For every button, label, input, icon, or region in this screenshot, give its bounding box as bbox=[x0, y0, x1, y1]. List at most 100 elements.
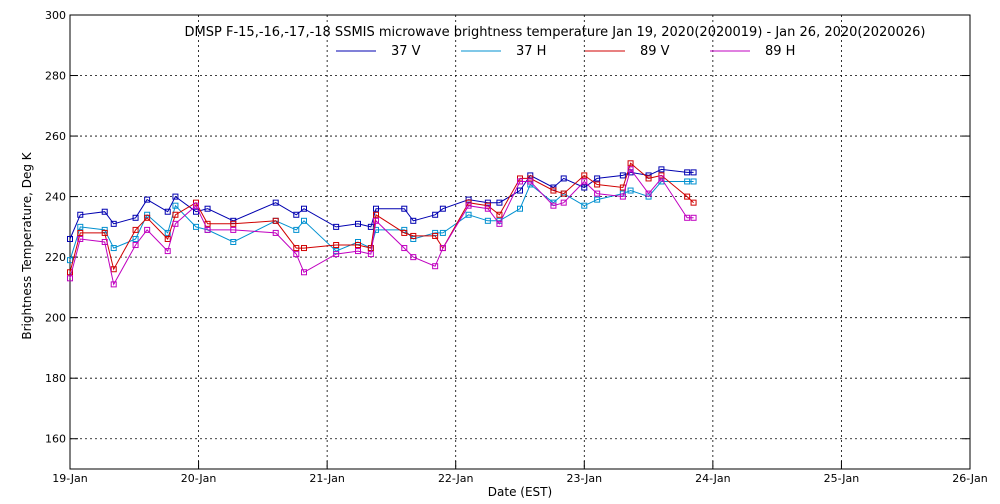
series-line-89-v bbox=[69, 162, 694, 273]
data-point-37-v bbox=[496, 199, 503, 206]
data-point-37-h bbox=[627, 187, 634, 194]
data-point-37-v bbox=[439, 205, 446, 212]
data-point-37-h bbox=[690, 178, 697, 185]
data-point-37-v bbox=[172, 193, 179, 200]
data-point-89-h bbox=[658, 175, 665, 182]
data-point-89-v bbox=[67, 269, 73, 276]
data-point-37-v bbox=[658, 166, 665, 173]
series-line-37-v bbox=[69, 168, 694, 240]
data-point-89-v bbox=[110, 266, 117, 273]
data-point-37-v bbox=[144, 196, 151, 203]
data-point-37-h bbox=[67, 257, 73, 264]
data-point-37-h bbox=[517, 205, 523, 212]
data-point-37-v bbox=[560, 175, 567, 182]
x-tick-label: 26-Jan bbox=[952, 472, 988, 485]
data-point-37-h bbox=[465, 211, 472, 218]
series-line-37-h bbox=[69, 181, 694, 261]
data-point-37-h bbox=[410, 235, 417, 242]
data-point-37-h bbox=[684, 178, 691, 185]
data-point-37-h bbox=[172, 202, 179, 209]
data-point-89-h bbox=[101, 239, 108, 245]
data-point-89-h bbox=[144, 226, 151, 233]
x-tick-label: 20-Jan bbox=[181, 472, 217, 485]
data-point-89-v bbox=[373, 211, 379, 218]
data-point-37-h bbox=[230, 239, 237, 245]
data-point-89-v bbox=[164, 235, 171, 242]
series-layer bbox=[67, 160, 697, 288]
data-point-37-v bbox=[110, 220, 117, 227]
data-point-89-h bbox=[401, 245, 408, 252]
data-point-37-h bbox=[301, 217, 307, 224]
legend-label: 89 H bbox=[765, 44, 795, 59]
data-point-37-v bbox=[619, 172, 626, 179]
data-point-89-v bbox=[367, 245, 374, 252]
data-point-37-v bbox=[465, 196, 472, 203]
y-tick-label: 280 bbox=[45, 70, 66, 83]
series-line-89-h bbox=[69, 168, 694, 286]
data-point-89-h bbox=[439, 245, 446, 252]
data-point-89-h bbox=[465, 202, 472, 209]
data-point-89-h bbox=[230, 226, 237, 233]
data-point-89-v bbox=[333, 242, 340, 249]
data-point-37-v bbox=[517, 187, 523, 194]
data-point-89-h bbox=[517, 178, 523, 185]
x-tick-label: 19-Jan bbox=[52, 472, 88, 485]
data-point-37-v bbox=[67, 235, 73, 242]
y-tick-label: 260 bbox=[45, 130, 66, 143]
data-point-89-v bbox=[301, 245, 307, 252]
data-point-89-v bbox=[144, 214, 151, 221]
data-point-89-h bbox=[77, 235, 84, 242]
data-point-89-h bbox=[367, 251, 374, 258]
data-point-89-h bbox=[172, 220, 179, 227]
legend-label: 37 H bbox=[516, 44, 546, 59]
data-point-89-h bbox=[272, 229, 279, 236]
data-point-89-h bbox=[527, 178, 534, 185]
data-point-89-v bbox=[293, 245, 300, 252]
x-tick-label: 22-Jan bbox=[438, 472, 474, 485]
data-point-89-v bbox=[594, 181, 601, 188]
data-point-37-v bbox=[484, 199, 491, 206]
data-point-89-h bbox=[193, 202, 199, 209]
data-point-89-v bbox=[272, 217, 279, 224]
data-point-37-v bbox=[355, 220, 361, 227]
data-point-89-v bbox=[517, 175, 523, 182]
data-point-89-v bbox=[132, 226, 139, 233]
data-point-37-v bbox=[204, 205, 211, 212]
data-point-89-v bbox=[465, 199, 472, 206]
data-point-89-v bbox=[684, 193, 691, 200]
data-point-89-h bbox=[373, 217, 379, 224]
data-point-89-v bbox=[560, 190, 567, 197]
data-point-37-h bbox=[164, 229, 171, 236]
data-point-37-v bbox=[594, 175, 601, 182]
data-point-37-v bbox=[367, 223, 374, 230]
data-point-37-v bbox=[401, 205, 408, 212]
data-point-37-h bbox=[439, 229, 446, 236]
grid bbox=[70, 15, 970, 469]
y-tick-label: 240 bbox=[45, 191, 66, 204]
data-point-37-h bbox=[77, 223, 84, 230]
data-point-89-v bbox=[581, 172, 588, 179]
x-tick-label: 25-Jan bbox=[824, 472, 860, 485]
data-point-37-v bbox=[410, 217, 417, 224]
data-point-89-h bbox=[410, 254, 417, 261]
data-point-89-h bbox=[619, 193, 626, 200]
data-point-37-v bbox=[581, 184, 588, 191]
data-point-89-v bbox=[627, 160, 634, 167]
data-point-89-h bbox=[301, 269, 307, 276]
data-point-89-v bbox=[230, 220, 237, 227]
y-tick-label: 300 bbox=[45, 9, 66, 22]
data-point-37-v bbox=[293, 211, 300, 218]
legend-label: 89 V bbox=[640, 44, 670, 59]
data-point-37-v bbox=[684, 169, 691, 176]
data-point-37-h bbox=[581, 202, 588, 209]
legend: 37 V 37 H 89 V 89 H bbox=[336, 44, 795, 59]
y-axis-label: Brightness Temperature, Deg K bbox=[20, 151, 34, 339]
data-point-37-h bbox=[193, 223, 199, 230]
data-point-37-v bbox=[333, 223, 340, 230]
data-point-89-h bbox=[690, 214, 697, 221]
x-axis-label: Date (EST) bbox=[488, 485, 552, 499]
data-point-89-h bbox=[333, 251, 340, 258]
data-point-89-v bbox=[432, 232, 439, 239]
